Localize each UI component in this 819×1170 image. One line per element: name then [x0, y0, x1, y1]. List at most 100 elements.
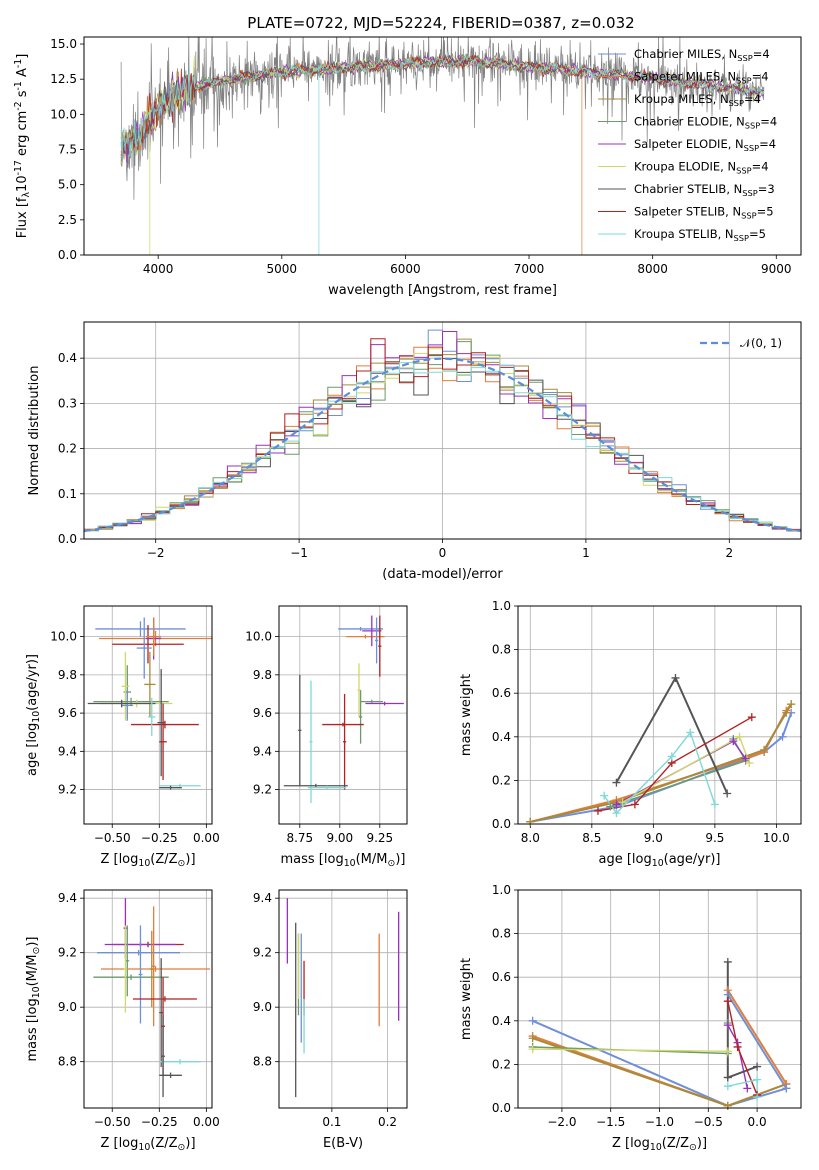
x-tick-label: 9000	[761, 262, 792, 276]
plus-marker	[723, 1047, 732, 1056]
errorbar-point	[161, 1015, 165, 1098]
y-tick-label: 9.4	[253, 744, 272, 758]
legend-label: Chabrier MILES, NSSP=4	[634, 47, 770, 63]
axes-frame	[278, 605, 408, 825]
errorbar-point	[144, 651, 156, 717]
legend-label: Kroupa STELIB, NSSP=5	[634, 227, 766, 243]
plot-area	[84, 322, 801, 539]
x-tick-label: 8.75	[286, 831, 313, 845]
axes-frame	[83, 36, 802, 256]
errorbar-point	[131, 720, 199, 729]
x-tick-label: 2	[725, 546, 733, 560]
y-tick-label: 0.4	[58, 351, 77, 365]
x-tick-label: −0.50	[94, 1115, 131, 1129]
errorbar-point	[148, 697, 156, 737]
plot-area	[518, 606, 801, 824]
legend-label: 𝒩(0, 1)	[740, 336, 782, 350]
y-tick-label: 9.2	[253, 783, 272, 797]
plus-marker	[710, 800, 719, 809]
plus-marker	[733, 1042, 742, 1051]
plus-marker	[735, 732, 744, 741]
plus-marker	[723, 1101, 732, 1110]
y-tick-label: 9.2	[253, 946, 272, 960]
x-tick-label: 9.25	[366, 831, 393, 845]
x-tick-label: 9.0	[644, 831, 663, 845]
errorbar-point	[93, 697, 169, 706]
y-tick-label: 0.4	[492, 1014, 511, 1028]
y-tick-label: 5.0	[58, 178, 77, 192]
errorbar-point	[138, 925, 143, 1024]
y-tick-label: 0.6	[492, 686, 511, 700]
plus-marker	[528, 1016, 537, 1025]
x-tick-label: −1.0	[645, 1115, 674, 1129]
y-tick-label: 0.8	[492, 927, 511, 941]
plus-marker	[753, 1093, 762, 1102]
plus-marker	[612, 800, 621, 809]
errorbar-point	[309, 680, 313, 803]
plus-marker	[593, 806, 602, 815]
plus-marker	[671, 673, 680, 682]
y-tick-label: 9.6	[253, 706, 272, 720]
x-tick-label: 10.0	[763, 831, 790, 845]
axes-frame	[83, 321, 802, 540]
y-axis-label: mass weight	[459, 958, 474, 1040]
x-tick-label: 5000	[267, 262, 298, 276]
errorbar-point	[146, 617, 162, 656]
plot-area	[279, 606, 407, 824]
plus-marker	[782, 1084, 791, 1093]
errorbar-point	[97, 949, 180, 956]
x-tick-label: −0.25	[141, 831, 178, 845]
y-tick-label: 7.5	[58, 143, 77, 157]
y-tick-label: 0.3	[58, 396, 77, 410]
x-tick-label: 0.1	[322, 1115, 341, 1129]
errorbar-point	[112, 625, 184, 664]
panel-mass-weight-vs-age: 8.0 8.5 9.0 9.5 10.0 0.0 0.2 0.4 0.6 0.8 1.0 age [l…	[459, 599, 802, 869]
x-axis-label: age [log10(age/yr)]	[599, 852, 721, 869]
errorbar-point	[359, 690, 363, 744]
legend-label: Salpeter MILES, NSSP=4	[634, 70, 769, 86]
mass-weight-series	[615, 675, 729, 794]
errorbar-point	[87, 699, 156, 708]
y-tick-label: 9.4	[253, 891, 272, 905]
plus-marker	[729, 737, 738, 746]
legend-label: Salpeter STELIB, NSSP=5	[634, 205, 774, 221]
errorbar-point	[151, 906, 156, 1027]
plus-marker	[747, 713, 756, 722]
x-tick-label: 0.00	[193, 831, 220, 845]
y-tick-label: 1.0	[492, 599, 511, 613]
x-tick-label: −0.50	[94, 831, 131, 845]
y-axis-label: Flux [fλ10-17 erg cm-2 s-1 A-1]	[13, 54, 32, 239]
plus-marker	[741, 754, 750, 763]
y-axis-label: Normed distribution	[27, 366, 42, 496]
x-tick-label: −1.5	[596, 1115, 625, 1129]
errorbar-point	[132, 996, 197, 1002]
y-tick-label: 9.8	[253, 668, 272, 682]
x-tick-label: −2.0	[547, 1115, 576, 1129]
x-axis-label: wavelength [Angstrom, rest frame]	[328, 283, 557, 298]
legend-label: Chabrier STELIB, NSSP=3	[634, 182, 775, 198]
y-tick-label: 9.6	[58, 706, 77, 720]
y-tick-label: 12.5	[50, 72, 77, 86]
y-axis-label: mass weight	[459, 674, 474, 756]
mass-weight-series	[726, 989, 788, 1085]
errorbar-point	[307, 785, 347, 790]
plus-marker	[618, 798, 627, 807]
y-axis-label: age [log10(age/yr)]	[25, 654, 42, 776]
panel-age-vs-mass: 8.75 9.00 9.25 9.2 9.4 9.6 9.8 10.0 mass [log10(…	[245, 605, 408, 869]
model-spectrum-line	[120, 53, 765, 163]
plus-marker	[528, 1034, 537, 1043]
x-tick-label: 1	[582, 546, 590, 560]
axes-frame	[517, 605, 802, 825]
plus-marker	[723, 957, 732, 966]
x-tick-label: 6000	[390, 262, 421, 276]
plus-marker	[723, 1082, 732, 1091]
errorbar-point	[378, 615, 382, 677]
y-tick-label: 10.0	[50, 107, 77, 121]
panel-residual-hist: −2 −1 0 1 2 0.0 0.1 0.2 0.3 0.4 (data-model)/error…	[27, 321, 802, 582]
x-tick-label: 9.00	[326, 831, 353, 845]
y-tick-label: 8.8	[253, 1055, 272, 1069]
plus-marker	[526, 817, 535, 826]
y-tick-label: 2.5	[58, 213, 77, 227]
legend-label: Kroupa ELODIE, NSSP=4	[634, 160, 769, 176]
x-tick-label: 7000	[514, 262, 545, 276]
